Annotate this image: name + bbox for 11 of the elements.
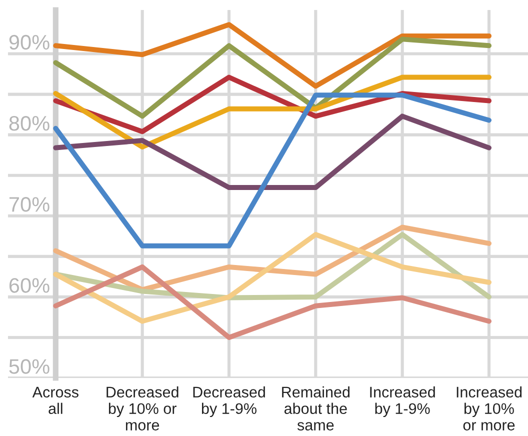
x-tick-label: Across all — [32, 386, 78, 414]
y-tick-label: 80% — [9, 116, 50, 131]
x-tick-label: Increased by 1-9% — [370, 386, 435, 418]
y-tick-label: 50% — [9, 359, 50, 374]
y-tick-label: 60% — [9, 278, 50, 293]
x-tick-label: Increased by 10% or more — [456, 386, 522, 430]
x-tick-label: Decreased by 10% or more — [106, 386, 178, 430]
y-tick-label: 90% — [9, 34, 50, 50]
x-tick-label: Remained about the same — [282, 386, 350, 430]
x-tick-label: Decreased by 1-9% — [193, 386, 265, 418]
y-tick-label: 70% — [9, 197, 50, 212]
